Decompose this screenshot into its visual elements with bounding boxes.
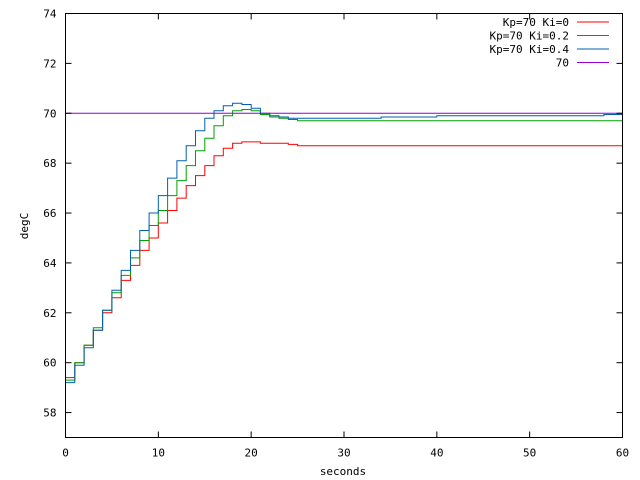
legend-label: Kp=70 Ki=0.2	[490, 30, 569, 43]
legend: Kp=70 Ki=0Kp=70 Ki=0.2Kp=70 Ki=0.470	[490, 16, 609, 70]
x-axis-label: seconds	[320, 465, 366, 478]
legend-label: Kp=70 Ki=0	[503, 16, 569, 29]
x-tick-label: 0	[62, 447, 69, 460]
legend-label: 70	[556, 57, 569, 70]
plot-frame	[65, 13, 623, 438]
y-tick-label: 68	[43, 157, 56, 170]
y-axis-label: degC	[18, 213, 31, 240]
series-line-2	[65, 102, 623, 384]
series-line-0	[65, 141, 623, 379]
y-tick-label: 66	[43, 207, 56, 220]
y-tick-label: 74	[43, 8, 57, 21]
x-tick-label: 30	[337, 447, 350, 460]
series-layer	[65, 102, 623, 384]
y-tick-label: 72	[43, 57, 56, 70]
x-tick-label: 40	[430, 447, 443, 460]
y-tick-label: 58	[43, 407, 56, 420]
legend-label: Kp=70 Ki=0.4	[490, 43, 570, 56]
x-tick-label: 20	[245, 447, 258, 460]
y-tick-label: 70	[43, 107, 56, 120]
y-tick-label: 62	[43, 307, 56, 320]
x-tick-label: 50	[523, 447, 536, 460]
y-tick-label: 64	[43, 257, 57, 270]
ticks-layer: 0 10 20 30 40 50 60 58 60 62 64 66 68 70 72 74	[43, 8, 629, 460]
y-tick-label: 60	[43, 357, 56, 370]
x-tick-label: 60	[616, 447, 629, 460]
x-tick-label: 10	[152, 447, 165, 460]
